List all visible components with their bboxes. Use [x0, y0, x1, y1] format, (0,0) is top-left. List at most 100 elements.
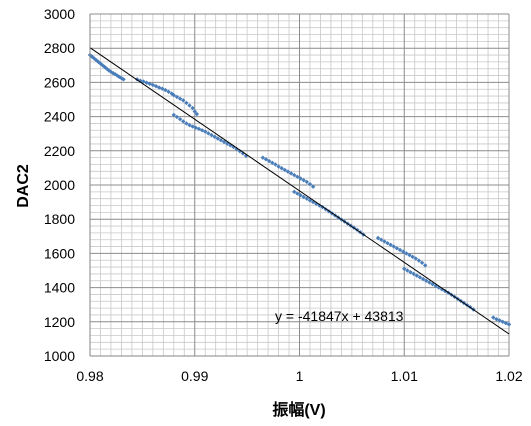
data-point	[273, 162, 278, 167]
axes	[89, 14, 509, 357]
data-point	[260, 155, 266, 160]
data-point	[405, 268, 410, 273]
data-point	[174, 94, 180, 100]
data-point	[382, 239, 387, 244]
data-point	[407, 252, 412, 258]
data-point	[385, 240, 390, 246]
data-point	[298, 193, 303, 198]
data-point	[307, 181, 313, 187]
data-point	[292, 189, 297, 195]
data-point	[192, 109, 197, 114]
data-point	[298, 176, 303, 181]
data-point	[98, 61, 103, 66]
data-point	[410, 254, 415, 260]
data-point	[388, 242, 393, 248]
x-axis-title: 振幅(V)	[272, 400, 325, 419]
data-point	[108, 69, 114, 74]
y-tick-label: 2400	[44, 109, 75, 125]
data-point	[295, 174, 300, 179]
data-point	[187, 122, 192, 128]
data-point	[163, 87, 168, 93]
data-point	[401, 249, 406, 254]
data-point	[218, 137, 224, 143]
data-point	[414, 273, 420, 278]
data-point	[301, 178, 306, 183]
y-tick-label: 1800	[44, 211, 75, 227]
data-point	[156, 85, 162, 90]
trendline-equation: y = -41847x + 43813	[275, 308, 404, 324]
y-tick-label: 1400	[44, 280, 75, 296]
data-point	[430, 281, 435, 287]
data-point	[420, 276, 426, 282]
data-point	[190, 124, 195, 129]
data-point	[285, 169, 291, 174]
x-tick-label: 0.98	[76, 368, 103, 384]
data-point	[181, 98, 186, 103]
data-point	[379, 237, 384, 242]
data-point	[408, 270, 413, 275]
data-point	[184, 121, 189, 126]
data-point	[110, 70, 116, 76]
data-point	[96, 59, 101, 65]
data-point	[221, 139, 227, 145]
data-point	[419, 260, 425, 266]
data-point	[94, 57, 99, 63]
data-point	[187, 103, 192, 108]
x-tick-label: 0.99	[181, 368, 208, 384]
data-point	[212, 134, 217, 139]
y-axis-title: DAC2	[15, 164, 32, 208]
data-point	[500, 319, 505, 324]
data-point	[240, 151, 246, 156]
data-point	[237, 148, 242, 154]
data-point	[301, 194, 306, 200]
y-tick-label: 3000	[44, 6, 75, 22]
data-point	[177, 96, 183, 101]
data-point	[282, 167, 288, 173]
data-point	[391, 244, 396, 249]
x-tick-label: 1	[296, 368, 304, 384]
data-point	[184, 100, 189, 106]
data-point	[115, 73, 120, 78]
data-point	[190, 105, 195, 111]
data-point	[215, 136, 220, 141]
data-point	[394, 246, 400, 251]
trendline	[89, 47, 510, 335]
y-tick-label: 1600	[44, 245, 75, 261]
data-point	[209, 132, 214, 138]
data-point	[166, 89, 171, 95]
data-point	[416, 258, 422, 263]
x-tick-label: 1.02	[495, 368, 522, 384]
data-point	[263, 157, 269, 162]
data-point	[194, 111, 200, 117]
data-point	[292, 172, 297, 178]
data-point	[234, 146, 239, 152]
data-point	[171, 112, 176, 118]
data-point	[206, 131, 211, 136]
x-tick-label: 1.01	[391, 368, 418, 384]
data-point	[160, 86, 165, 91]
data-point	[310, 184, 316, 189]
data-point	[266, 158, 272, 164]
data-point	[413, 256, 418, 261]
data-point	[199, 128, 205, 133]
data-point	[304, 179, 310, 185]
data-point	[171, 93, 176, 98]
data-point	[138, 78, 143, 83]
data-point	[411, 271, 416, 277]
data-point	[491, 315, 496, 320]
data-point	[203, 129, 208, 134]
data-point	[402, 266, 407, 271]
data-point	[288, 171, 294, 176]
data-point	[304, 196, 310, 201]
data-point	[153, 83, 159, 89]
data-point	[181, 119, 186, 124]
data-point	[404, 251, 409, 256]
data-point	[295, 191, 300, 196]
data-point	[279, 166, 284, 171]
y-tick-labels: 1000 1200 1400 1600 1800 2000 2200 2400 2600 2800…	[44, 6, 75, 364]
data-point	[121, 77, 126, 82]
y-tick-label: 1200	[44, 314, 75, 330]
data-point	[439, 287, 445, 292]
